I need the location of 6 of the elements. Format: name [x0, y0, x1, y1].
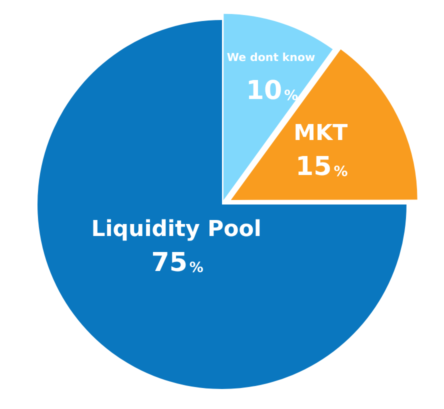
slice-label: Liquidity Pool: [91, 216, 262, 242]
data-label: 10%: [246, 76, 298, 106]
slice-label: We dont know: [226, 51, 316, 64]
data-label: 75%: [151, 248, 204, 278]
data-label: 15%: [296, 152, 348, 182]
slice-label: MKT: [294, 120, 348, 146]
